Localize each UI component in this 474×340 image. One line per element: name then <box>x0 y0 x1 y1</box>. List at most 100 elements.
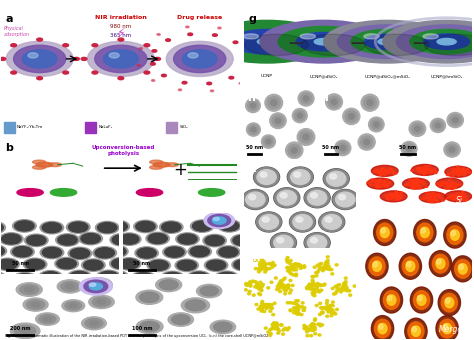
Circle shape <box>379 174 382 175</box>
Circle shape <box>450 188 453 189</box>
Text: n: n <box>365 213 373 223</box>
Circle shape <box>326 262 329 265</box>
Circle shape <box>374 220 396 245</box>
Circle shape <box>295 306 298 308</box>
Circle shape <box>307 329 310 331</box>
Circle shape <box>37 38 43 41</box>
Circle shape <box>419 181 422 182</box>
Circle shape <box>349 294 352 296</box>
Circle shape <box>136 290 163 304</box>
Circle shape <box>264 268 267 270</box>
Circle shape <box>273 264 276 267</box>
Circle shape <box>319 284 322 287</box>
Circle shape <box>290 273 292 275</box>
Circle shape <box>430 197 433 198</box>
Circle shape <box>291 268 294 270</box>
Circle shape <box>382 184 384 186</box>
Circle shape <box>73 57 79 61</box>
Circle shape <box>295 309 299 312</box>
Circle shape <box>398 197 401 198</box>
Circle shape <box>217 246 240 258</box>
Circle shape <box>375 185 378 186</box>
Circle shape <box>291 284 294 287</box>
Circle shape <box>140 292 159 302</box>
Circle shape <box>459 172 462 173</box>
Circle shape <box>311 275 314 278</box>
Circle shape <box>291 148 297 153</box>
Circle shape <box>286 256 289 259</box>
Circle shape <box>337 284 339 287</box>
Circle shape <box>327 171 346 186</box>
Circle shape <box>417 295 426 305</box>
Circle shape <box>331 273 334 275</box>
Circle shape <box>233 235 252 245</box>
Circle shape <box>454 170 456 171</box>
Circle shape <box>303 96 309 101</box>
Circle shape <box>388 194 391 196</box>
Circle shape <box>387 295 396 305</box>
Circle shape <box>406 261 415 271</box>
Text: SiO₂: SiO₂ <box>179 125 188 129</box>
Circle shape <box>276 328 279 330</box>
Circle shape <box>239 83 243 84</box>
Circle shape <box>257 288 261 290</box>
Circle shape <box>392 172 394 173</box>
Circle shape <box>295 307 298 309</box>
Circle shape <box>274 235 293 250</box>
Circle shape <box>361 136 373 148</box>
Circle shape <box>457 171 459 172</box>
Circle shape <box>324 268 327 270</box>
Circle shape <box>374 184 377 185</box>
Circle shape <box>55 257 78 270</box>
Circle shape <box>373 171 376 172</box>
Circle shape <box>432 120 443 131</box>
Circle shape <box>282 279 285 281</box>
Circle shape <box>275 118 281 123</box>
Circle shape <box>381 170 383 171</box>
Circle shape <box>319 325 322 327</box>
Circle shape <box>177 260 196 270</box>
Circle shape <box>289 259 292 262</box>
Circle shape <box>219 325 228 329</box>
Circle shape <box>274 327 277 329</box>
Circle shape <box>284 289 287 292</box>
Circle shape <box>401 141 417 156</box>
Circle shape <box>453 183 456 184</box>
Circle shape <box>259 268 262 270</box>
Text: b: b <box>5 142 13 153</box>
Circle shape <box>415 184 418 185</box>
Circle shape <box>259 293 262 296</box>
Circle shape <box>274 188 300 208</box>
Circle shape <box>323 169 349 189</box>
Circle shape <box>459 264 463 270</box>
Circle shape <box>246 99 260 113</box>
Circle shape <box>416 183 419 184</box>
Circle shape <box>323 266 326 268</box>
Circle shape <box>428 166 430 167</box>
Circle shape <box>291 264 294 266</box>
Circle shape <box>229 76 234 79</box>
Circle shape <box>430 201 433 202</box>
Circle shape <box>367 182 370 183</box>
Text: ⚡: ⚡ <box>117 27 125 40</box>
Circle shape <box>377 223 393 242</box>
Circle shape <box>343 288 346 290</box>
Circle shape <box>85 319 103 328</box>
Circle shape <box>337 25 438 58</box>
Circle shape <box>316 286 319 289</box>
Circle shape <box>395 199 398 201</box>
Circle shape <box>255 284 258 286</box>
Circle shape <box>448 198 451 199</box>
Circle shape <box>159 280 178 290</box>
Circle shape <box>166 39 171 41</box>
Circle shape <box>283 287 286 289</box>
Text: UCNP@dSiO₂: UCNP@dSiO₂ <box>310 74 338 79</box>
Circle shape <box>252 294 255 296</box>
Circle shape <box>462 191 465 193</box>
Circle shape <box>431 197 434 198</box>
Circle shape <box>251 127 256 132</box>
Circle shape <box>378 173 381 174</box>
Circle shape <box>178 89 182 91</box>
Circle shape <box>61 282 79 291</box>
Circle shape <box>335 264 338 266</box>
